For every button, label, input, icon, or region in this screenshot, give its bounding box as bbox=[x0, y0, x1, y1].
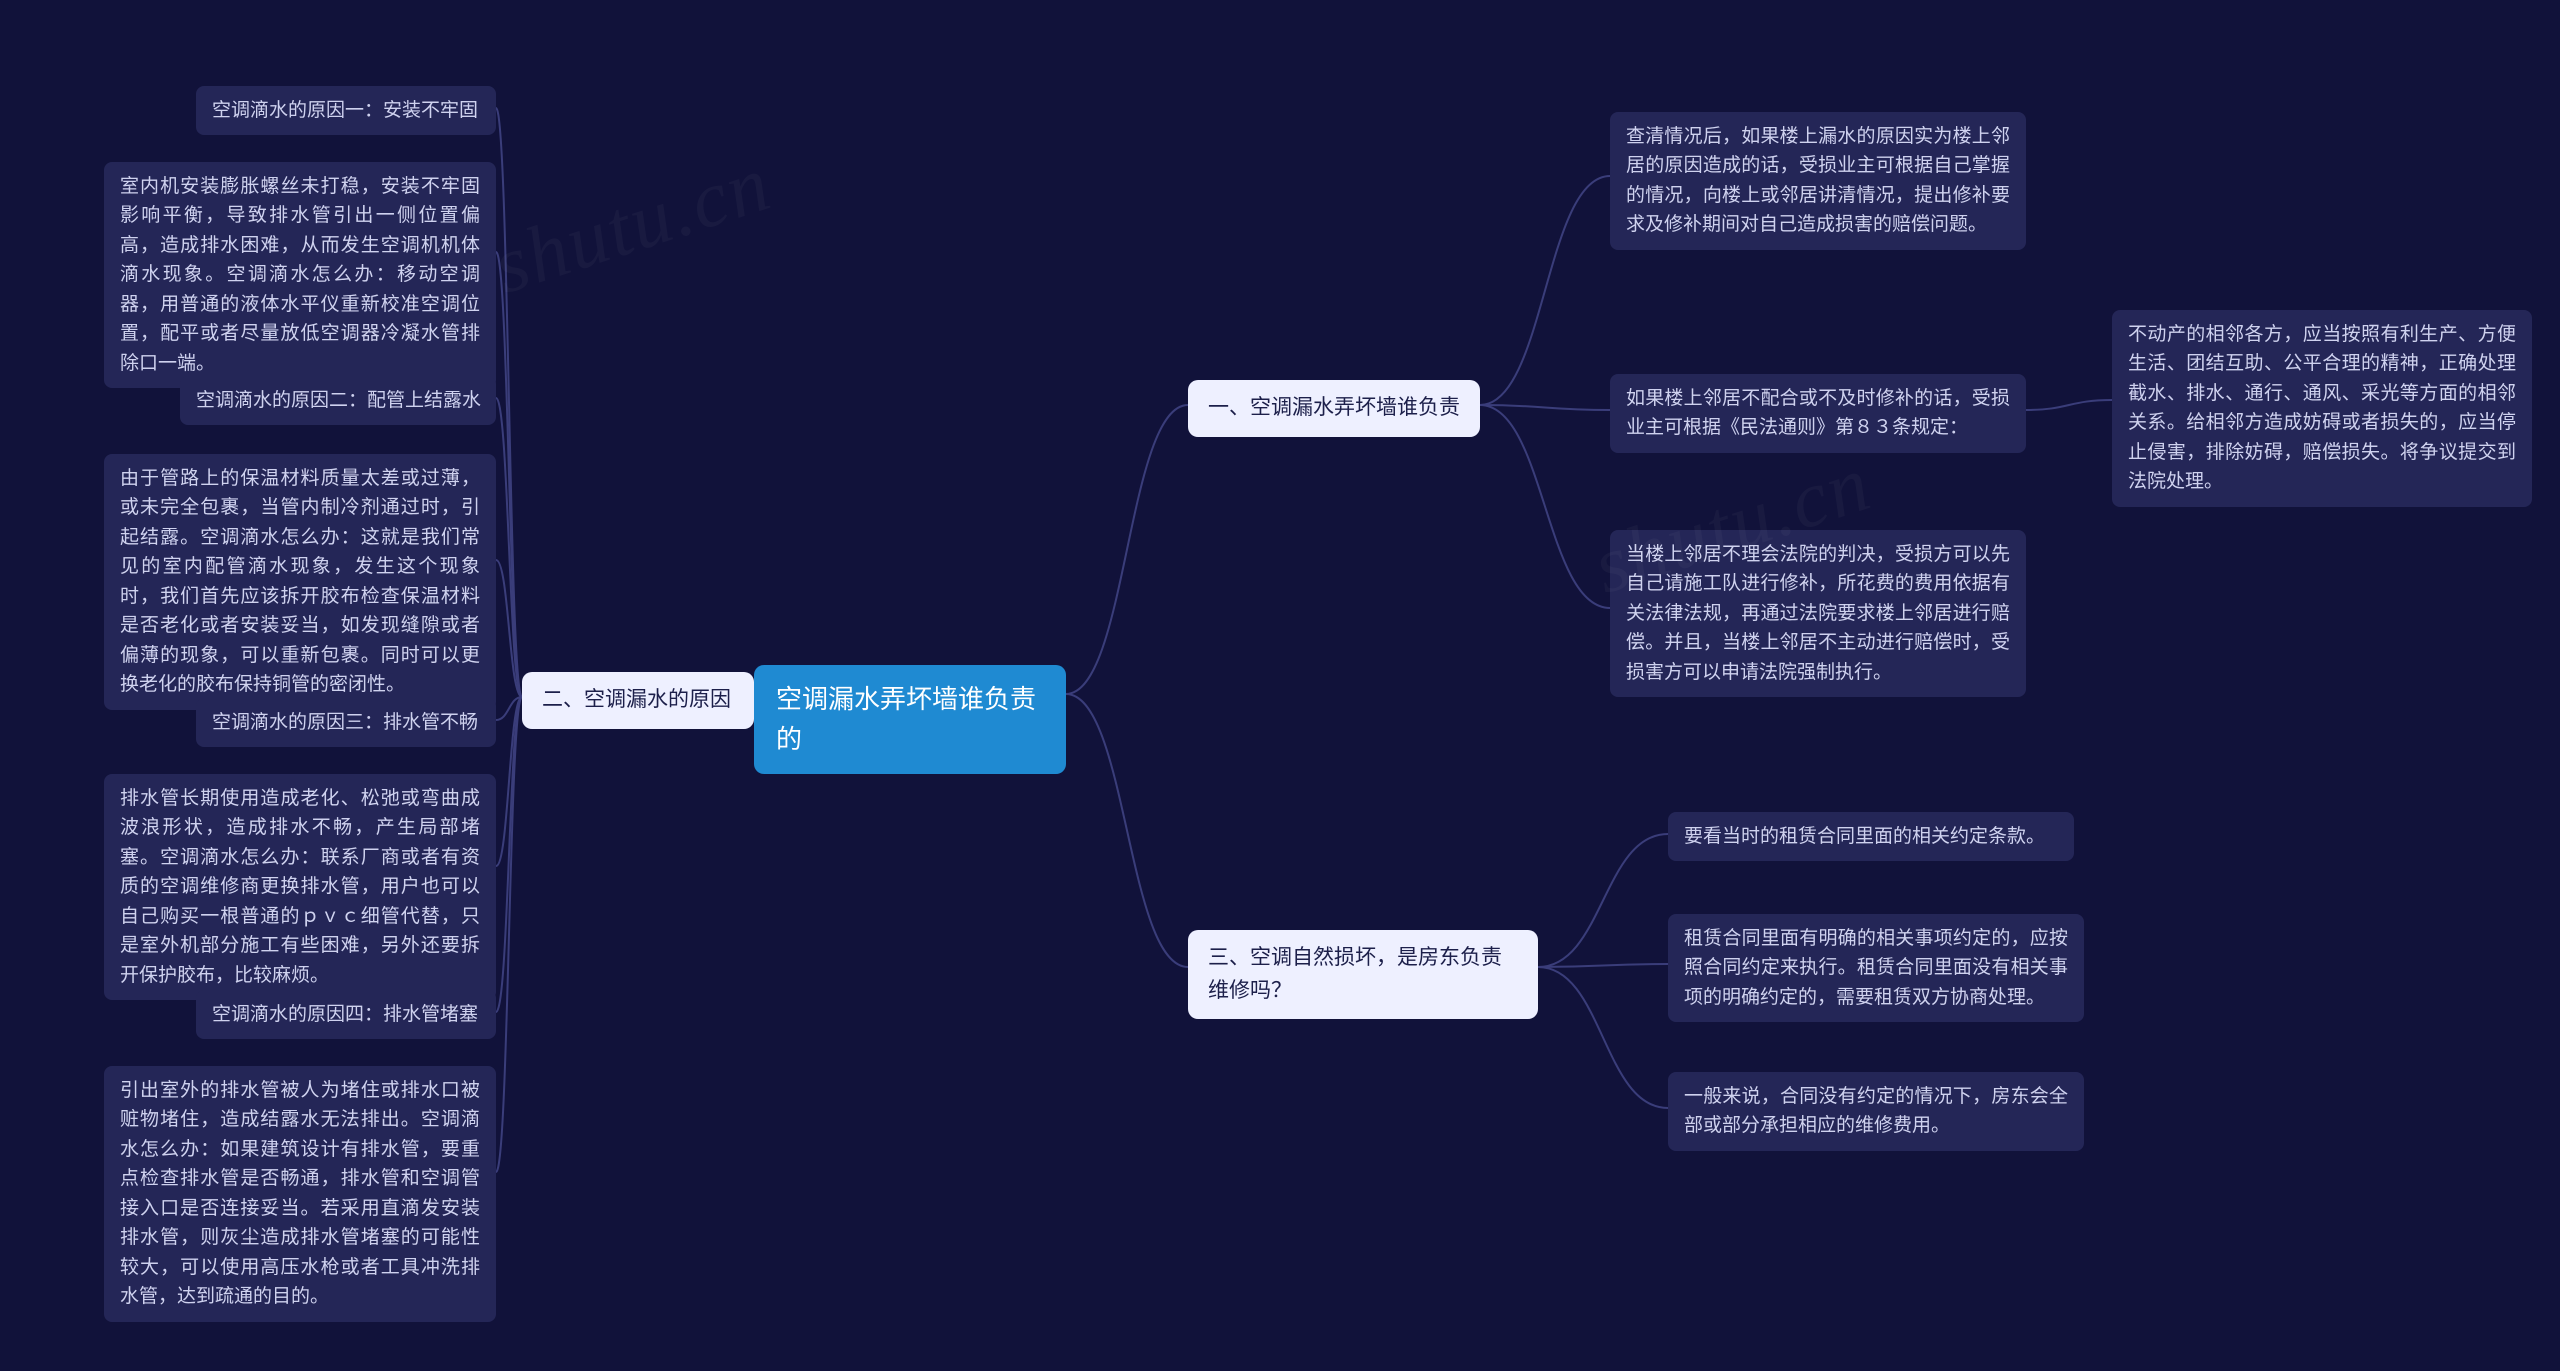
leaf-node: 空调滴水的原因二：配管上结露水 bbox=[180, 376, 496, 425]
connector bbox=[1538, 967, 1668, 1108]
leaf-node: 要看当时的租赁合同里面的相关约定条款。 bbox=[1668, 812, 2074, 861]
connector bbox=[496, 560, 522, 697]
watermark: shutu.cn bbox=[483, 138, 782, 313]
leaf-node: 室内机安装膨胀螺丝未打稳，安装不牢固影响平衡，导致排水管引出一侧位置偏高，造成排… bbox=[104, 162, 496, 388]
branch-node: 一、空调漏水弄坏墙谁负责 bbox=[1188, 380, 1480, 437]
leaf-node: 当楼上邻居不理会法院的判决，受损方可以先自己请施工队进行修补，所花费的费用依据有… bbox=[1610, 530, 2026, 697]
leaf-node: 空调滴水的原因四：排水管堵塞 bbox=[196, 990, 496, 1039]
branch-node: 二、空调漏水的原因 bbox=[522, 672, 754, 729]
leaf-node: 如果楼上邻居不配合或不及时修补的话，受损业主可根据《民法通则》第８３条规定： bbox=[1610, 374, 2026, 453]
connector bbox=[496, 108, 522, 697]
leaf-node: 空调滴水的原因三：排水管不畅 bbox=[196, 698, 496, 747]
connector bbox=[2026, 400, 2112, 410]
leaf-node: 由于管路上的保温材料质量太差或过薄，或未完全包裹，当管内制冷剂通过时，引起结露。… bbox=[104, 454, 496, 710]
leaf-node: 排水管长期使用造成老化、松弛或弯曲成波浪形状，造成排水不畅，产生局部堵塞。空调滴… bbox=[104, 774, 496, 1000]
connector bbox=[1538, 964, 1668, 967]
connector bbox=[496, 697, 522, 1172]
connector bbox=[1066, 405, 1188, 694]
leaf-node: 租赁合同里面有明确的相关事项约定的，应按照合同约定来执行。租赁合同里面没有相关事… bbox=[1668, 914, 2084, 1022]
connector bbox=[1480, 176, 1610, 405]
leaf-node: 一般来说，合同没有约定的情况下，房东会全部或部分承担相应的维修费用。 bbox=[1668, 1072, 2084, 1151]
leaf-node: 引出室外的排水管被人为堵住或排水口被赃物堵住，造成结露水无法排出。空调滴水怎么办… bbox=[104, 1066, 496, 1322]
connector bbox=[496, 252, 522, 697]
connector bbox=[496, 697, 522, 866]
connector bbox=[1480, 405, 1610, 410]
root-node: 空调漏水弄坏墙谁负责的 bbox=[754, 665, 1066, 774]
connector bbox=[1538, 834, 1668, 967]
connector bbox=[1480, 405, 1610, 608]
leaf-node: 查清情况后，如果楼上漏水的原因实为楼上邻居的原因造成的话，受损业主可根据自己掌握… bbox=[1610, 112, 2026, 250]
connector bbox=[496, 697, 522, 720]
connector bbox=[1066, 694, 1188, 967]
leaf-node: 空调滴水的原因一：安装不牢固 bbox=[196, 86, 496, 135]
branch-node: 三、空调自然损坏，是房东负责维修吗？ bbox=[1188, 930, 1538, 1019]
connector bbox=[496, 697, 522, 1012]
connector bbox=[496, 398, 522, 697]
leaf-node: 不动产的相邻各方，应当按照有利生产、方便生活、团结互助、公平合理的精神，正确处理… bbox=[2112, 310, 2532, 507]
